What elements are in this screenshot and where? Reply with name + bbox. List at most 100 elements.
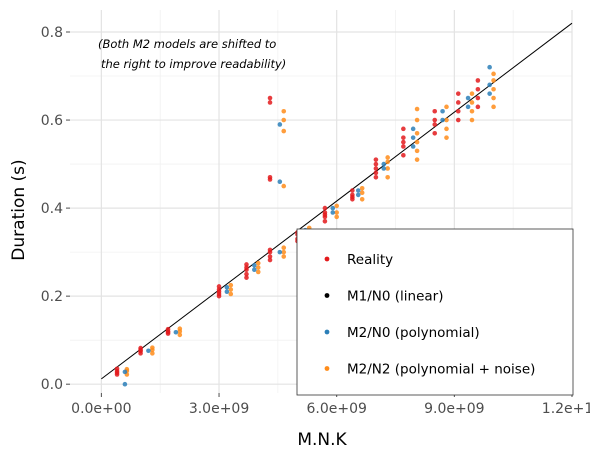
point-m2-n2-polynomial-noise [360, 190, 365, 195]
point-m2-n0-polynomial [487, 91, 492, 96]
point-reality [456, 109, 461, 114]
point-m2-n2-polynomial-noise [228, 283, 233, 288]
point-reality [432, 122, 437, 127]
point-m2-n0-polynomial [146, 348, 151, 353]
point-reality [401, 144, 406, 149]
point-m2-n2-polynomial-noise [334, 204, 339, 209]
point-reality [323, 206, 328, 211]
y-tick-label: 0.8 [41, 25, 63, 41]
x-axis-title: M.N.K [297, 430, 347, 450]
legend-label: M1/N0 (linear) [347, 289, 443, 305]
point-reality [217, 284, 222, 289]
annotation-line-1: (Both M2 models are shifted to [98, 37, 276, 51]
point-reality [166, 330, 171, 335]
point-m2-n0-polynomial [330, 210, 335, 215]
point-reality [456, 100, 461, 105]
point-m2-n2-polynomial-noise [385, 155, 390, 160]
x-tick-label: 9.0e+09 [424, 401, 484, 417]
point-m2-n0-polynomial [225, 289, 230, 294]
point-m2-n2-polynomial-noise [150, 345, 155, 350]
point-m2-n2-polynomial-noise [385, 175, 390, 180]
point-reality [115, 366, 120, 371]
point-m2-n2-polynomial-noise [281, 118, 286, 123]
point-reality [268, 96, 273, 101]
point-m2-n2-polynomial-noise [415, 107, 420, 112]
point-m2-n0-polynomial [411, 144, 416, 149]
point-m2-n0-polynomial [252, 267, 257, 272]
point-m2-n2-polynomial-noise [415, 131, 420, 136]
point-m2-n2-polynomial-noise [491, 72, 496, 77]
y-tick-label: 0.6 [41, 113, 63, 129]
point-reality [323, 219, 328, 224]
point-reality [432, 118, 437, 123]
point-m2-n2-polynomial-noise [415, 118, 420, 123]
point-reality [401, 140, 406, 145]
point-m2-n0-polynomial [278, 179, 283, 184]
point-m2-n2-polynomial-noise [281, 254, 286, 259]
point-m2-n2-polynomial-noise [281, 129, 286, 134]
point-reality [432, 131, 437, 136]
point-reality [374, 171, 379, 176]
point-m2-n0-polynomial [411, 127, 416, 132]
point-reality [244, 275, 249, 280]
point-m2-n2-polynomial-noise [281, 184, 286, 189]
point-m2-n2-polynomial-noise [256, 261, 261, 266]
point-m2-n2-polynomial-noise [281, 245, 286, 250]
point-m2-n0-polynomial [411, 135, 416, 140]
point-m2-n0-polynomial [174, 330, 179, 335]
point-m2-n0-polynomial [330, 206, 335, 211]
point-m2-n2-polynomial-noise [444, 127, 449, 132]
point-m2-n0-polynomial [225, 285, 230, 290]
point-reality [456, 91, 461, 96]
point-m2-n0-polynomial [278, 250, 283, 255]
point-reality [374, 157, 379, 162]
point-m2-n2-polynomial-noise [281, 109, 286, 114]
point-reality [350, 195, 355, 200]
point-m2-n0-polynomial [381, 162, 386, 167]
point-m2-n0-polynomial [440, 109, 445, 114]
point-m2-n2-polynomial-noise [256, 265, 261, 270]
point-m2-n2-polynomial-noise [385, 166, 390, 171]
point-reality [374, 162, 379, 167]
legend-label: Reality [347, 252, 393, 268]
point-m2-n0-polynomial [381, 166, 386, 171]
legend: Reality M1/N0 (linear) M2/N0 (polynomial) M… [297, 229, 573, 395]
point-reality [350, 188, 355, 193]
point-m2-n0-polynomial [487, 65, 492, 70]
point-reality [268, 177, 273, 182]
point-m2-n2-polynomial-noise [281, 250, 286, 255]
x-tick-label: 1.2e+10 [542, 401, 590, 417]
x-axis-ticks: 0.0e+00 3.0e+09 6.0e+09 9.0e+09 1.2e+10 [71, 393, 590, 417]
point-m2-n2-polynomial-noise [470, 100, 475, 105]
point-m2-n2-polynomial-noise [415, 157, 420, 162]
point-m2-n2-polynomial-noise [470, 109, 475, 114]
point-m2-n2-polynomial-noise [491, 105, 496, 110]
point-m2-n2-polynomial-noise [491, 78, 496, 83]
point-m2-n2-polynomial-noise [385, 160, 390, 165]
point-m2-n2-polynomial-noise [228, 292, 233, 297]
point-reality [374, 175, 379, 180]
legend-label: M2/N0 (polynomial) [347, 325, 480, 341]
point-reality [476, 78, 481, 83]
point-m2-n2-polynomial-noise [444, 118, 449, 123]
point-reality [268, 258, 273, 263]
point-reality [432, 109, 437, 114]
point-m2-n2-polynomial-noise [444, 105, 449, 110]
point-m2-n2-polynomial-noise [178, 326, 183, 331]
point-m2-n2-polynomial-noise [470, 91, 475, 96]
point-m2-n0-polynomial [487, 83, 492, 88]
y-tick-label: 0.4 [41, 201, 63, 217]
point-m2-n2-polynomial-noise [415, 149, 420, 154]
point-m2-n2-polynomial-noise [444, 135, 449, 140]
point-m2-n0-polynomial [252, 263, 257, 268]
point-reality [217, 292, 222, 297]
point-m2-n0-polynomial [123, 370, 128, 375]
point-reality [476, 105, 481, 110]
point-reality [323, 212, 328, 217]
x-tick-label: 0.0e+00 [71, 401, 131, 417]
x-tick-label: 6.0e+09 [306, 401, 366, 417]
point-reality [401, 127, 406, 132]
y-axis-title: Duration (s) [9, 159, 29, 260]
x-tick-label: 3.0e+09 [189, 401, 249, 417]
legend-marker [325, 330, 330, 335]
